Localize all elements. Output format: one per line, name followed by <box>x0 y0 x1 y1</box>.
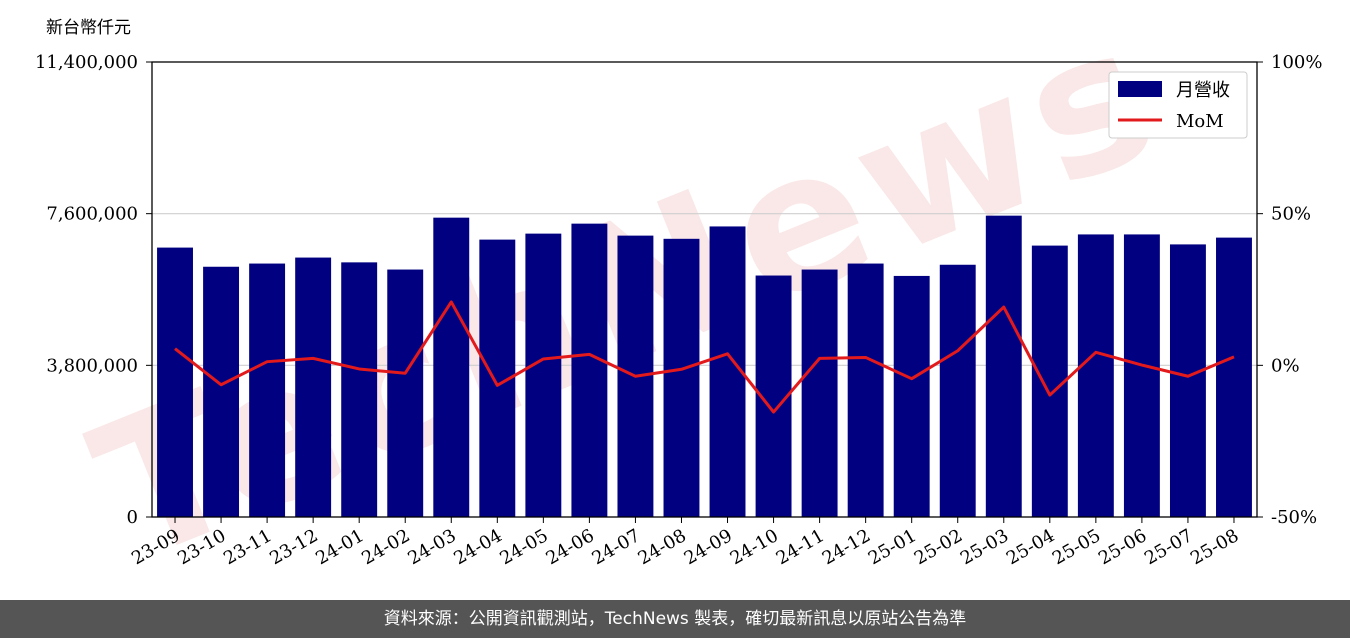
revenue-bar <box>1169 244 1206 518</box>
revenue-bar <box>801 269 838 517</box>
revenue-bars <box>157 215 1252 518</box>
x-tick-label: 25-08 <box>1187 525 1242 569</box>
x-tick-label: 24-04 <box>450 525 505 569</box>
x-tick-label: 24-02 <box>358 525 413 569</box>
left-tick-label: 7,600,000 <box>46 204 138 225</box>
x-tick-label: 25-07 <box>1141 525 1196 569</box>
x-tick-label: 25-06 <box>1095 525 1150 569</box>
right-tick-label: -50% <box>1271 507 1317 528</box>
right-tick-label: 100% <box>1271 52 1322 73</box>
x-tick-label: 24-10 <box>727 525 782 569</box>
revenue-bar <box>571 223 608 518</box>
revenue-bar <box>295 257 332 517</box>
legend-swatch-revenue <box>1118 81 1162 97</box>
revenue-bar <box>525 233 562 517</box>
x-tick-label: 24-07 <box>588 525 643 569</box>
x-tick-label: 25-02 <box>911 525 966 569</box>
revenue-bar <box>663 238 700 517</box>
x-tick-label: 24-05 <box>496 525 551 569</box>
right-axis-ticks: -50% 0% 50% 100% <box>1257 52 1322 528</box>
grid-lines <box>152 213 1257 366</box>
revenue-bar <box>387 269 424 517</box>
left-tick-label: 0 <box>127 507 138 528</box>
legend: 月營收 MoM <box>1108 71 1248 139</box>
revenue-bar <box>709 226 746 517</box>
mom-line <box>174 300 1235 414</box>
x-tick-label: 24-06 <box>542 525 597 569</box>
revenue-bar <box>249 263 286 517</box>
x-tick-label: 25-03 <box>957 525 1012 569</box>
right-tick-label: 50% <box>1271 204 1311 225</box>
unit-label: 新台幣仟元 <box>46 18 131 38</box>
revenue-bar <box>203 266 240 517</box>
left-tick-label: 3,800,000 <box>46 355 138 376</box>
right-tick-label: 0% <box>1271 355 1300 376</box>
legend-label-revenue: 月營收 <box>1176 80 1230 101</box>
x-tick-label: 24-11 <box>773 525 828 569</box>
x-tick-label: 25-05 <box>1049 525 1104 569</box>
revenue-bar <box>1077 234 1114 517</box>
plot-frame <box>151 61 1258 518</box>
legend-label-mom: MoM <box>1176 111 1224 132</box>
x-tick-label: 25-04 <box>1003 525 1058 569</box>
left-tick-label: 11,400,000 <box>35 52 138 73</box>
x-tick-label: 24-03 <box>404 525 459 569</box>
revenue-bar <box>433 217 470 517</box>
plot-border <box>151 61 1258 518</box>
x-tick-label: 25-01 <box>865 525 920 569</box>
source-footer: 資料來源：公開資訊觀測站，TechNews 製表，確切最新訊息以原站公告為準 <box>0 600 1350 638</box>
revenue-bar <box>1216 237 1252 518</box>
x-tick-label: 24-12 <box>819 525 874 569</box>
left-axis-ticks: 0 3,800,000 7,600,000 11,400,000 <box>35 52 152 528</box>
revenue-bar <box>1031 245 1068 517</box>
x-tick-label: 24-09 <box>681 525 736 569</box>
revenue-bar <box>985 215 1022 517</box>
revenue-bar <box>847 263 884 517</box>
revenue-bar <box>157 247 193 517</box>
revenue-bar <box>939 264 976 517</box>
revenue-bar <box>341 262 378 517</box>
x-tick-label: 24-08 <box>635 525 690 569</box>
revenue-bar <box>893 275 930 517</box>
mom-series-line <box>174 300 1235 414</box>
revenue-bar <box>1123 234 1160 517</box>
